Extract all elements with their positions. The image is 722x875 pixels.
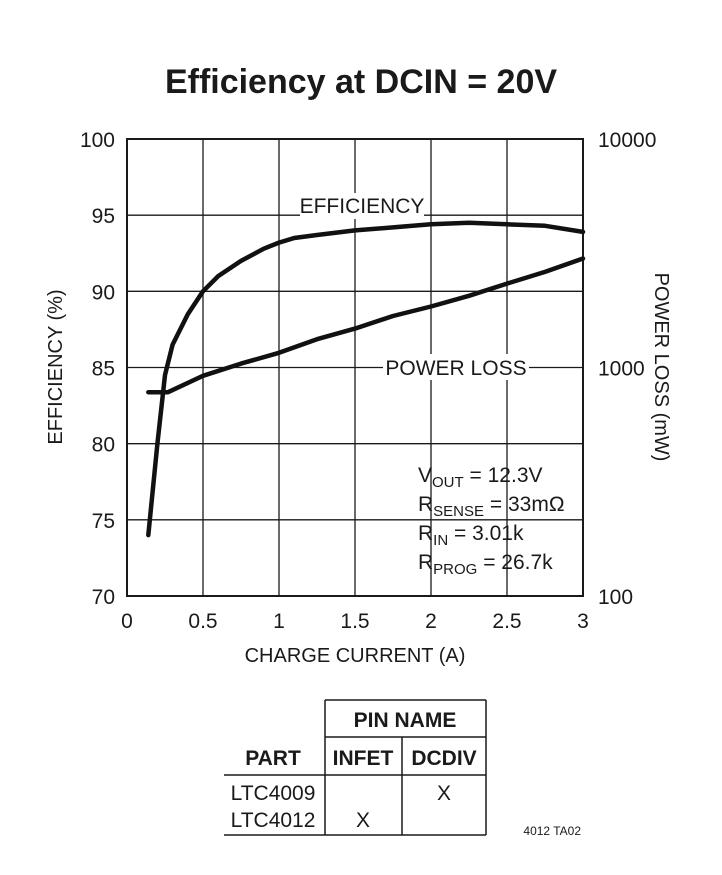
power-loss-label-bg: [383, 354, 529, 380]
condition-value: = 33mΩ: [484, 493, 564, 516]
y-tick-label: 100: [80, 129, 115, 152]
condition-line: RSENSE = 33mΩ: [418, 493, 565, 520]
condition-line: VOUT = 12.3V: [418, 464, 543, 491]
x-tick-labels: 0 0.5 1 1.5 2 2.5 3: [121, 610, 589, 633]
y-tick-label: 95: [92, 205, 115, 228]
x-tick-label: 0.5: [188, 610, 217, 633]
chart-title: Efficiency at DCIN = 20V: [165, 63, 557, 101]
y-tick-label: 90: [92, 281, 115, 304]
x-tick-label: 3: [577, 610, 589, 633]
condition-value: = 12.3V: [464, 464, 543, 487]
plot-frame: [126, 138, 584, 597]
condition-line: RPROG = 26.7k: [418, 551, 553, 578]
condition-subscript: IN: [433, 532, 448, 549]
y-tick-label: 80: [92, 434, 115, 457]
power-loss-label: POWER LOSS: [385, 357, 526, 380]
figure-reference: 4012 TA02: [523, 824, 581, 838]
efficiency-label-bg: [300, 193, 424, 219]
condition-symbol: R: [418, 551, 433, 574]
x-tick-label: 2: [425, 610, 437, 633]
x-tick-label: 1: [273, 610, 285, 633]
pin-table: PIN NAME PART INFET DCDIV LTC4009 X LTC4…: [224, 699, 487, 836]
table-cell-dcdiv: X: [437, 782, 451, 805]
condition-subscript: SENSE: [433, 503, 484, 520]
x-tick-label: 1.5: [340, 610, 369, 633]
y2-tick-label: 1000: [598, 358, 645, 381]
condition-symbol: V: [418, 464, 432, 487]
table-cell-part: LTC4012: [231, 809, 316, 832]
y2-tick-label: 100: [598, 586, 633, 609]
x-tick-label: 2.5: [492, 610, 521, 633]
y-tick-label: 75: [92, 510, 115, 533]
y2-tick-label: 10000: [598, 129, 656, 152]
y-tick-labels: 70 75 80 85 90 95 100: [80, 129, 115, 609]
table-col-part: PART: [245, 747, 301, 770]
condition-value: = 3.01k: [448, 522, 524, 545]
y-axis-label: EFFICIENCY (%): [45, 289, 67, 444]
efficiency-label: EFFICIENCY: [300, 195, 425, 218]
y2-axis-label: POWER LOSS (mW): [650, 273, 672, 462]
condition-subscript: OUT: [432, 474, 464, 491]
condition-symbol: R: [418, 493, 433, 516]
series-group: [146, 220, 586, 538]
x-tick-label: 0: [121, 610, 133, 633]
condition-line: RIN = 3.01k: [418, 522, 524, 549]
y2-tick-labels: 100 1000 10000: [598, 129, 656, 609]
table-cell-part: LTC4009: [231, 782, 316, 805]
condition-symbol: R: [418, 522, 433, 545]
table-col-infet: INFET: [333, 747, 394, 770]
x-axis-label: CHARGE CURRENT (A): [245, 645, 466, 667]
y-tick-label: 85: [92, 358, 115, 381]
table-cell-infet: X: [356, 809, 370, 832]
table-col-dcdiv: DCDIV: [411, 747, 476, 770]
condition-subscript: PROG: [433, 561, 477, 578]
y-tick-label: 70: [92, 586, 115, 609]
table-group-header: PIN NAME: [354, 709, 457, 732]
efficiency-line: [146, 220, 586, 538]
power-loss-line: [146, 256, 586, 395]
condition-value: = 26.7k: [477, 551, 553, 574]
